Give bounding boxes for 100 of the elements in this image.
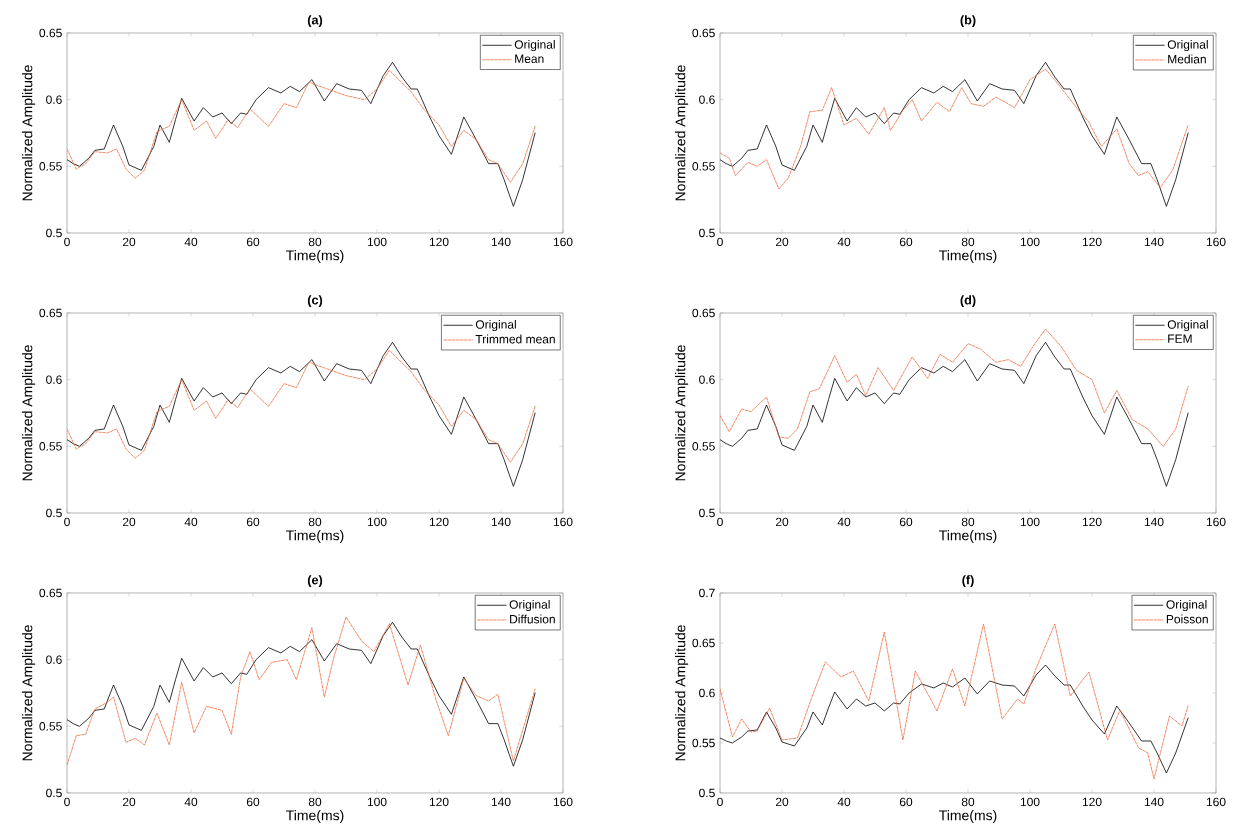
x-axis-title: Time(ms) xyxy=(939,250,997,264)
y-tick-label: 0.65 xyxy=(692,638,715,648)
x-tick-label: 160 xyxy=(1206,237,1226,247)
y-axis-title: Normalized Amplitude xyxy=(22,345,36,481)
x-tick-label: 40 xyxy=(184,517,198,527)
y-tick-label: 0.5 xyxy=(699,228,715,238)
y-tick-label: 0.55 xyxy=(39,442,62,451)
line-series xyxy=(67,69,536,183)
x-tick-label: 20 xyxy=(122,797,136,807)
x-axis-title: Time(ms) xyxy=(939,530,997,544)
x-tick-label: 40 xyxy=(837,517,851,527)
x-tick-label: 100 xyxy=(367,517,387,527)
x-tick-label: 120 xyxy=(1082,237,1102,247)
x-tick-label: 40 xyxy=(837,797,851,807)
x-tick-label: 160 xyxy=(1206,797,1226,807)
line-series xyxy=(67,349,536,463)
chart-title: (e) xyxy=(307,575,323,587)
x-tick-label: 120 xyxy=(1082,797,1102,807)
legend-label: FEM xyxy=(1168,334,1192,343)
y-tick-label: 0.55 xyxy=(692,442,715,451)
x-tick-label: 120 xyxy=(1082,517,1102,527)
x-tick-label: 80 xyxy=(308,797,322,807)
x-tick-label: 0 xyxy=(64,517,70,527)
line-series xyxy=(67,61,536,207)
y-tick-label: 0.5 xyxy=(46,228,62,238)
x-tick-label: 160 xyxy=(1206,517,1226,527)
x-tick-label: 140 xyxy=(491,237,511,247)
legend-label: Original xyxy=(1167,39,1208,52)
y-tick-label: 0.65 xyxy=(39,308,62,318)
x-tick-label: 20 xyxy=(775,237,789,247)
x-tick-label: 0 xyxy=(717,517,723,527)
x-tick-label: 120 xyxy=(429,797,449,807)
x-tick-label: 100 xyxy=(367,237,387,247)
x-tick-label: 140 xyxy=(491,797,511,807)
x-tick-label: 0 xyxy=(64,797,70,807)
x-tick-label: 60 xyxy=(246,797,260,807)
y-tick-label: 0.6 xyxy=(46,655,62,664)
legend-label: Original xyxy=(1166,599,1207,612)
line-series xyxy=(720,341,1189,487)
x-tick-label: 160 xyxy=(553,237,573,247)
x-axis-title: Time(ms) xyxy=(939,810,997,824)
y-tick-label: 0.55 xyxy=(39,722,62,731)
line-series xyxy=(720,68,1189,190)
line-series xyxy=(720,664,1189,774)
x-tick-label: 140 xyxy=(1144,517,1164,527)
x-tick-label: 120 xyxy=(429,517,449,527)
chart-title: (b) xyxy=(960,15,976,27)
y-axis-title: Normalized Amplitude xyxy=(675,625,689,761)
x-tick-label: 20 xyxy=(122,517,136,527)
legend-label: Original xyxy=(475,319,516,332)
y-tick-label: 0.65 xyxy=(692,28,715,38)
x-tick-label: 120 xyxy=(429,237,449,247)
x-tick-label: 0 xyxy=(64,237,70,247)
chart-title: (c) xyxy=(307,295,323,307)
x-tick-label: 40 xyxy=(837,237,851,247)
x-tick-label: 20 xyxy=(122,237,136,247)
y-tick-label: 0.6 xyxy=(699,688,715,698)
legend-label: Original xyxy=(509,599,550,612)
x-tick-label: 100 xyxy=(1020,237,1040,247)
legend-label: Median xyxy=(1168,54,1206,64)
y-tick-label: 0.65 xyxy=(39,28,62,38)
x-tick-label: 60 xyxy=(899,517,913,527)
y-axis-title: Normalized Amplitude xyxy=(675,65,689,201)
x-tick-label: 100 xyxy=(367,797,387,807)
chart-title: (d) xyxy=(960,295,976,307)
y-tick-label: 0.6 xyxy=(699,375,715,384)
x-tick-label: 20 xyxy=(775,517,789,527)
y-tick-label: 0.65 xyxy=(39,588,62,598)
legend-label: Original xyxy=(1167,319,1208,332)
x-tick-label: 80 xyxy=(961,797,975,807)
x-tick-label: 140 xyxy=(1144,797,1164,807)
y-tick-label: 0.65 xyxy=(692,308,715,318)
x-tick-label: 140 xyxy=(491,517,511,527)
legend-label: Original xyxy=(514,39,555,52)
y-tick-label: 0.7 xyxy=(699,588,715,598)
y-tick-label: 0.55 xyxy=(692,738,715,748)
y-tick-label: 0.6 xyxy=(699,95,715,104)
legend-label: Diffusion xyxy=(510,614,555,624)
y-tick-label: 0.5 xyxy=(699,788,715,798)
x-tick-label: 80 xyxy=(308,517,322,527)
x-tick-label: 60 xyxy=(899,237,913,247)
x-axis-title: Time(ms) xyxy=(286,530,344,544)
line-series xyxy=(720,623,1189,780)
y-tick-label: 0.55 xyxy=(39,162,62,171)
x-tick-label: 60 xyxy=(899,797,913,807)
x-tick-label: 160 xyxy=(553,797,573,807)
legend-label: Poisson xyxy=(1166,614,1208,624)
y-axis-title: Normalized Amplitude xyxy=(675,345,689,481)
legend-label: Trimmed mean xyxy=(475,334,555,344)
y-tick-label: 0.6 xyxy=(46,375,62,384)
x-tick-label: 160 xyxy=(553,517,573,527)
y-tick-label: 0.6 xyxy=(46,95,62,104)
x-tick-label: 40 xyxy=(184,797,198,807)
y-tick-label: 0.5 xyxy=(699,508,715,518)
x-tick-label: 60 xyxy=(246,237,260,247)
x-tick-label: 80 xyxy=(961,517,975,527)
x-tick-label: 140 xyxy=(1144,237,1164,247)
x-tick-label: 80 xyxy=(308,237,322,247)
x-tick-label: 80 xyxy=(961,237,975,247)
y-tick-label: 0.5 xyxy=(46,788,62,798)
